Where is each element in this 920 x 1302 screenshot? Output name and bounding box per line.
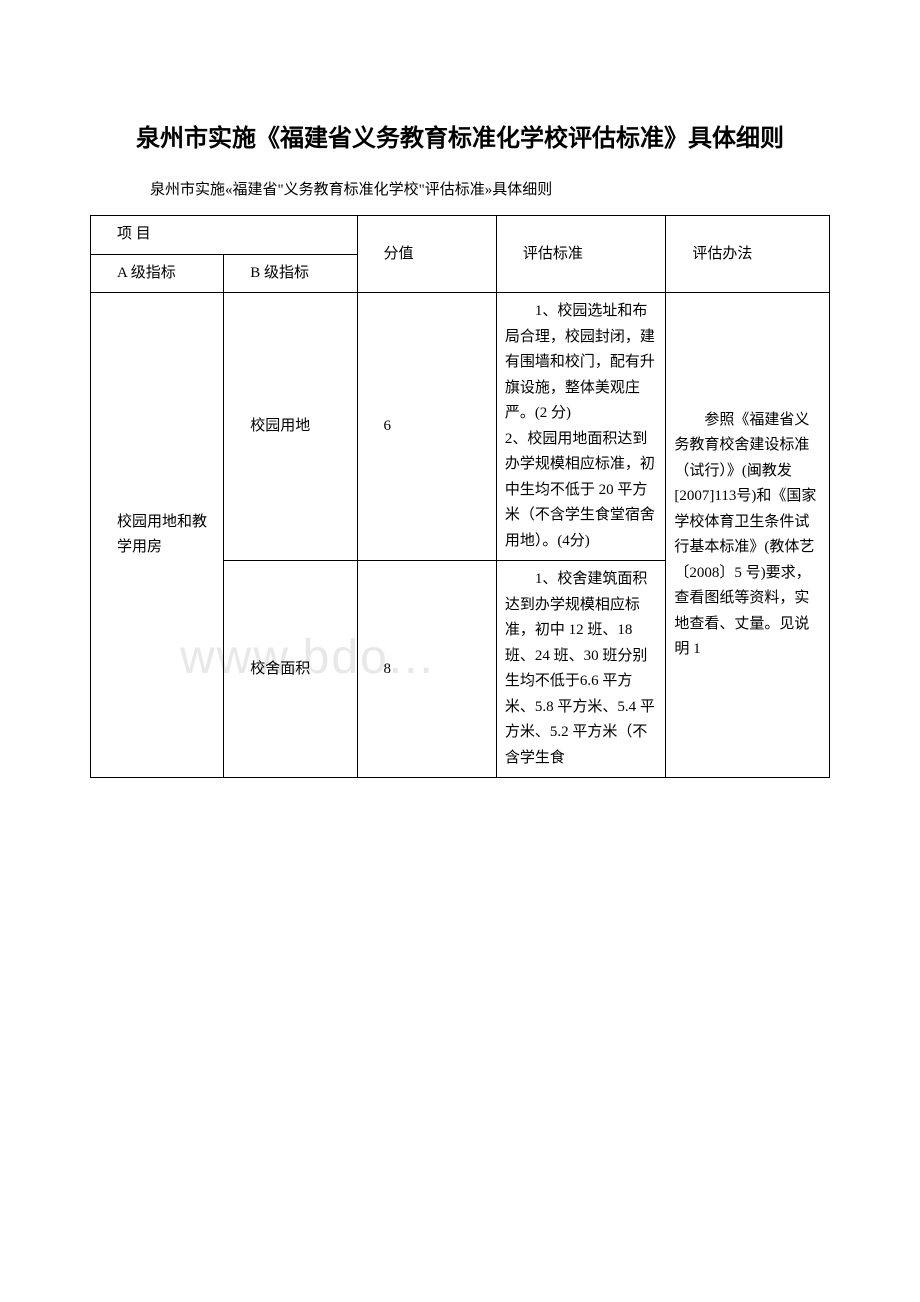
subtitle: 泉州市实施«福建省"义务教育标准化学校"评估标准»具体细则 xyxy=(150,178,830,199)
cell-standard-2: 1、校舍建筑面积达到办学规模相应标准，初中 12 班、18 班、24 班、30 … xyxy=(496,561,666,778)
evaluation-table: 项 目 分值 评估标准 评估办法 A 级指标 B 级指标 校园用地和教学用房 校… xyxy=(90,215,830,778)
header-score: 分值 xyxy=(357,216,496,293)
header-b-index: B 级指标 xyxy=(224,254,357,293)
header-project: 项 目 xyxy=(91,216,358,255)
document-content: 泉州市实施《福建省义务教育标准化学校评估标准》具体细则 泉州市实施«福建省"义务… xyxy=(90,120,830,778)
cell-method: 参照《福建省义务教育校舍建设标准（试行）》(闽教发[2007]113号)和《国家… xyxy=(666,293,830,778)
data-row-1: 校园用地和教学用房 校园用地 6 1、校园选址和布局合理，校园封闭，建有围墙和校… xyxy=(91,293,830,561)
header-standard: 评估标准 xyxy=(496,216,666,293)
cell-b-label-2: 校舍面积 xyxy=(224,561,357,778)
cell-score-2: 8 xyxy=(357,561,496,778)
cell-a-label: 校园用地和教学用房 xyxy=(91,293,224,778)
cell-standard-1: 1、校园选址和布局合理，校园封闭，建有围墙和校门，配有升旗设施，整体美观庄严。(… xyxy=(496,293,666,561)
cell-b-label-1: 校园用地 xyxy=(224,293,357,561)
header-method: 评估办法 xyxy=(666,216,830,293)
cell-score-1: 6 xyxy=(357,293,496,561)
header-a-index: A 级指标 xyxy=(91,254,224,293)
header-row-1: 项 目 分值 评估标准 评估办法 xyxy=(91,216,830,255)
main-title: 泉州市实施《福建省义务教育标准化学校评估标准》具体细则 xyxy=(90,120,830,158)
